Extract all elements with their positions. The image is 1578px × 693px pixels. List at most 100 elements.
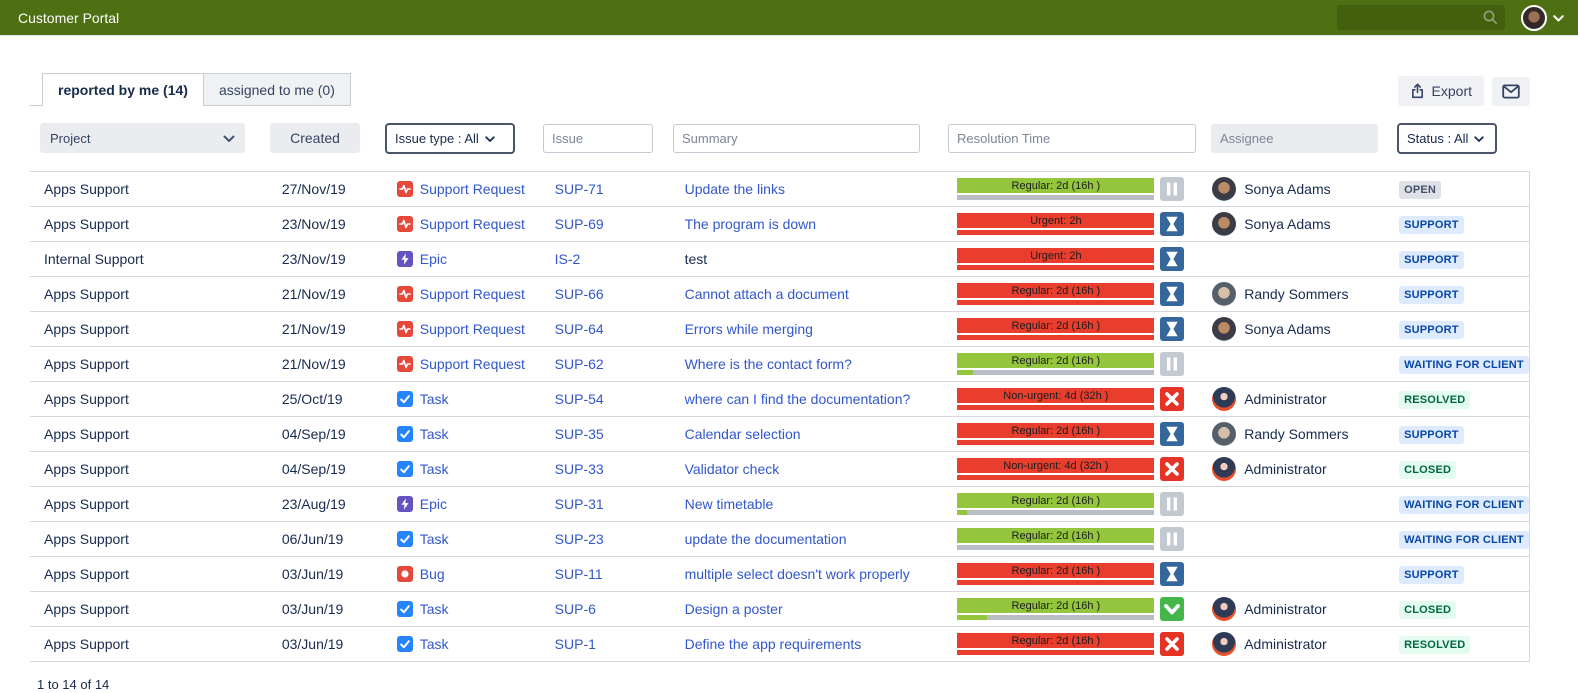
export-button-label: Export [1431,83,1472,99]
issue-key-link[interactable]: SUP-69 [554,216,604,232]
issue-type-label[interactable]: Support Request [419,181,525,197]
summary-link[interactable]: Update the links [684,181,785,197]
issue-type-label[interactable]: Support Request [419,286,525,302]
issue-key-link[interactable]: SUP-66 [554,286,604,302]
export-button[interactable]: Export [1397,76,1484,106]
task-icon [396,391,413,407]
issue-key-link[interactable]: SUP-64 [554,321,604,337]
sla-bar-group: Regular: 2d (16h ) [957,283,1155,305]
task-icon [396,531,413,547]
issue-key-link[interactable]: SUP-35 [554,426,604,442]
issue-key-link[interactable]: IS-2 [554,251,581,267]
sla-progress-fill [957,650,1155,655]
summary-link[interactable]: Design a poster [684,601,783,617]
pause-icon[interactable] [1160,492,1185,516]
summary-link[interactable]: where can I find the documentation? [684,391,911,407]
project-cell: Internal Support [44,251,144,267]
summary-link[interactable]: Define the app requirements [684,636,862,652]
issue-type-label[interactable]: Task [419,601,449,617]
issue-filter-input[interactable] [543,123,653,153]
sla-bar-group: Regular: 2d (16h ) [957,528,1155,550]
search-input[interactable] [1337,5,1505,30]
x-icon[interactable] [1160,632,1185,656]
issue-key-link[interactable]: SUP-33 [554,461,604,477]
summary-filter-input[interactable] [673,123,920,153]
issue-type-label[interactable]: Bug [419,566,445,582]
sla-bar-group: Regular: 2d (16h ) [957,633,1155,655]
sla-bar-label: Regular: 2d (16h ) [1011,564,1101,577]
status-badge: OPEN [1399,180,1442,199]
issue-type-label[interactable]: Support Request [419,356,525,372]
assignee-name: Randy Sommers [1244,286,1349,302]
issue-key-link[interactable]: SUP-11 [554,566,603,582]
issue-key-link[interactable]: SUP-23 [554,531,604,547]
project-filter-select[interactable]: Project [40,123,245,153]
tab-reported-by-me[interactable]: reported by me (14) [42,73,204,106]
issue-type-label[interactable]: Task [419,426,449,442]
sla-progress-track [957,300,1155,305]
sla-progress-track [957,265,1155,270]
user-avatar[interactable] [1521,4,1547,31]
status-filter-select[interactable]: Status : All [1397,122,1497,154]
issue-key-link[interactable]: SUP-1 [554,636,596,652]
summary-link[interactable]: Errors while merging [684,321,813,337]
summary-link[interactable]: Calendar selection [684,426,801,442]
summary-link[interactable]: multiple select doesn't work properly [684,566,910,582]
issue-type-label[interactable]: Task [419,636,449,652]
sla-bar: Regular: 2d (16h ) [957,528,1155,543]
summary-link[interactable]: Validator check [684,461,780,477]
issue-type-label[interactable]: Support Request [419,321,525,337]
created-cell: 04/Sep/19 [281,426,346,442]
created-column-button[interactable]: Created [270,123,360,153]
hourglass-icon[interactable] [1160,422,1185,446]
issue-type-label[interactable]: Epic [419,496,447,512]
assignee-cell: Administrator [1202,632,1387,656]
summary-link[interactable]: New timetable [684,496,774,512]
assignee-filter-input[interactable] [1211,123,1378,153]
created-cell: 27/Nov/19 [281,181,346,197]
user-menu[interactable] [1521,4,1564,31]
epic-icon [396,496,413,512]
summary-link[interactable]: Where is the contact form? [684,356,852,372]
chevron-down-icon [485,131,495,146]
issue-key-link[interactable]: SUP-31 [554,496,604,512]
issue-type-label[interactable]: Epic [419,251,447,267]
issue-key-link[interactable]: SUP-6 [554,601,596,617]
hourglass-icon[interactable] [1160,282,1185,306]
hourglass-icon[interactable] [1160,212,1185,236]
sla-bar: Non-urgent: 4d (32h ) [957,458,1155,473]
issue-key-link[interactable]: SUP-54 [554,391,604,407]
resolution-time-filter-input[interactable] [948,123,1196,153]
status-badge: WAITING FOR CLIENT [1399,530,1529,549]
sla-progress-track [957,440,1155,445]
summary-link[interactable]: update the documentation [684,531,847,547]
pause-icon[interactable] [1160,177,1185,201]
summary-link[interactable]: test [684,251,708,267]
search-box[interactable] [1337,5,1505,30]
check-icon[interactable] [1160,597,1185,621]
summary-link[interactable]: Cannot attach a document [684,286,849,302]
issue-type-label[interactable]: Support Request [419,216,525,232]
x-icon[interactable] [1160,457,1185,481]
hourglass-icon[interactable] [1160,562,1185,586]
mail-button[interactable] [1492,76,1530,106]
issue-type-filter-select[interactable]: Issue type : All [385,122,515,154]
sla-bar-label: Regular: 2d (16h ) [1011,529,1101,542]
issue-type-label[interactable]: Task [419,461,449,477]
table-row: Apps Support 23/Nov/19 Support Request S… [30,207,1529,242]
hourglass-icon[interactable] [1160,247,1185,271]
pause-icon[interactable] [1160,352,1185,376]
created-cell: 25/Oct/19 [281,391,343,407]
sla-bar-group: Regular: 2d (16h ) [957,598,1155,620]
issue-type-label[interactable]: Task [419,391,449,407]
issue-key-link[interactable]: SUP-71 [554,181,604,197]
hourglass-icon[interactable] [1160,317,1185,341]
summary-link[interactable]: The program is down [684,216,817,232]
tab-assigned-to-me[interactable]: assigned to me (0) [202,73,351,106]
pause-icon[interactable] [1160,527,1185,551]
x-icon[interactable] [1160,387,1185,411]
issue-key-link[interactable]: SUP-62 [554,356,604,372]
search-icon[interactable] [1482,9,1499,26]
epic-icon [396,251,413,267]
issue-type-label[interactable]: Task [419,531,449,547]
